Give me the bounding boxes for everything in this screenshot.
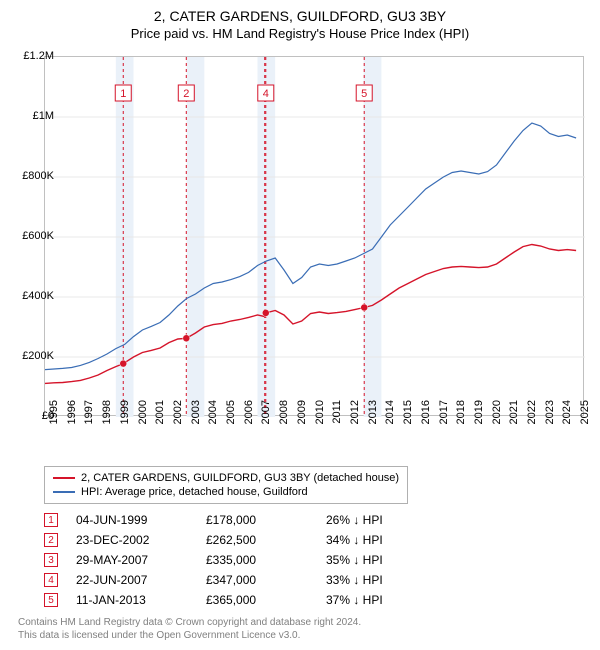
event-date: 11-JAN-2013 xyxy=(76,593,206,607)
footer-line-1: Contains HM Land Registry data © Crown c… xyxy=(18,616,361,629)
x-axis-label: 1997 xyxy=(83,400,95,440)
event-row: 5 11-JAN-2013£365,00037% ↓ HPI xyxy=(44,590,426,610)
event-price: £178,000 xyxy=(206,513,326,527)
legend-label: 2, CATER GARDENS, GUILDFORD, GU3 3BY (de… xyxy=(81,472,399,484)
event-row: 1 04-JUN-1999£178,00026% ↓ HPI xyxy=(44,510,426,530)
event-marker: 5 xyxy=(44,593,58,607)
x-axis-label: 2002 xyxy=(172,400,184,440)
event-row: 2 23-DEC-2002£262,50034% ↓ HPI xyxy=(44,530,426,550)
chart-svg: 1 2 4 5 xyxy=(45,57,585,417)
y-axis-label: £1M xyxy=(14,110,54,122)
x-axis-label: 1999 xyxy=(119,400,131,440)
chart-subtitle: Price paid vs. HM Land Registry's House … xyxy=(0,26,600,41)
x-axis-label: 2016 xyxy=(420,400,432,440)
event-marker: 3 xyxy=(44,553,58,567)
svg-text:1: 1 xyxy=(120,88,126,100)
x-axis-label: 1995 xyxy=(48,400,60,440)
y-axis-label: £600K xyxy=(14,230,54,242)
y-axis-label: £1.2M xyxy=(14,50,54,62)
x-axis-label: 2024 xyxy=(561,400,573,440)
chart-title: 2, CATER GARDENS, GUILDFORD, GU3 3BY xyxy=(0,8,600,24)
x-axis-label: 2014 xyxy=(384,400,396,440)
y-axis-label: £400K xyxy=(14,290,54,302)
legend-row: HPI: Average price, detached house, Guil… xyxy=(53,485,399,499)
event-price: £262,500 xyxy=(206,533,326,547)
x-axis-label: 2018 xyxy=(455,400,467,440)
footer-text: Contains HM Land Registry data © Crown c… xyxy=(18,616,361,642)
event-price: £335,000 xyxy=(206,553,326,567)
event-marker: 4 xyxy=(44,573,58,587)
footer-line-2: This data is licensed under the Open Gov… xyxy=(18,629,361,642)
event-date: 23-DEC-2002 xyxy=(76,533,206,547)
x-axis-label: 2017 xyxy=(438,400,450,440)
legend-swatch xyxy=(53,477,75,479)
chart-area: 1 2 4 5 xyxy=(44,56,584,416)
event-marker: 1 xyxy=(44,513,58,527)
event-row: 4 22-JUN-2007£347,00033% ↓ HPI xyxy=(44,570,426,590)
x-axis-label: 2022 xyxy=(526,400,538,440)
events-table: 1 04-JUN-1999£178,00026% ↓ HPI 2 23-DEC-200… xyxy=(44,510,426,610)
svg-text:5: 5 xyxy=(361,88,367,100)
event-price: £347,000 xyxy=(206,573,326,587)
event-diff: 26% ↓ HPI xyxy=(326,513,426,527)
x-axis-label: 2019 xyxy=(473,400,485,440)
x-axis-label: 1996 xyxy=(66,400,78,440)
svg-text:2: 2 xyxy=(183,88,189,100)
x-axis-label: 2011 xyxy=(331,400,343,440)
event-diff: 33% ↓ HPI xyxy=(326,573,426,587)
x-axis-label: 2025 xyxy=(579,400,591,440)
y-axis-label: £200K xyxy=(14,350,54,362)
x-axis-label: 1998 xyxy=(101,400,113,440)
event-diff: 35% ↓ HPI xyxy=(326,553,426,567)
event-price: £365,000 xyxy=(206,593,326,607)
x-axis-label: 2012 xyxy=(349,400,361,440)
event-date: 04-JUN-1999 xyxy=(76,513,206,527)
legend-label: HPI: Average price, detached house, Guil… xyxy=(81,486,308,498)
x-axis-label: 2020 xyxy=(491,400,503,440)
x-axis-label: 2001 xyxy=(154,400,166,440)
event-diff: 34% ↓ HPI xyxy=(326,533,426,547)
x-axis-label: 2009 xyxy=(296,400,308,440)
event-row: 3 29-MAY-2007£335,00035% ↓ HPI xyxy=(44,550,426,570)
x-axis-label: 2015 xyxy=(402,400,414,440)
x-axis-label: 2021 xyxy=(508,400,520,440)
x-axis-label: 2013 xyxy=(367,400,379,440)
x-axis-label: 2010 xyxy=(314,400,326,440)
x-axis-label: 2005 xyxy=(225,400,237,440)
legend: 2, CATER GARDENS, GUILDFORD, GU3 3BY (de… xyxy=(44,466,408,504)
event-date: 29-MAY-2007 xyxy=(76,553,206,567)
x-axis-label: 2000 xyxy=(137,400,149,440)
legend-swatch xyxy=(53,491,75,493)
event-diff: 37% ↓ HPI xyxy=(326,593,426,607)
event-marker: 2 xyxy=(44,533,58,547)
event-date: 22-JUN-2007 xyxy=(76,573,206,587)
x-axis-label: 2003 xyxy=(190,400,202,440)
x-axis-label: 2023 xyxy=(544,400,556,440)
legend-row: 2, CATER GARDENS, GUILDFORD, GU3 3BY (de… xyxy=(53,471,399,485)
x-axis-label: 2006 xyxy=(243,400,255,440)
x-axis-label: 2004 xyxy=(207,400,219,440)
y-axis-label: £800K xyxy=(14,170,54,182)
x-axis-label: 2008 xyxy=(278,400,290,440)
svg-text:4: 4 xyxy=(263,88,269,100)
x-axis-label: 2007 xyxy=(260,400,272,440)
